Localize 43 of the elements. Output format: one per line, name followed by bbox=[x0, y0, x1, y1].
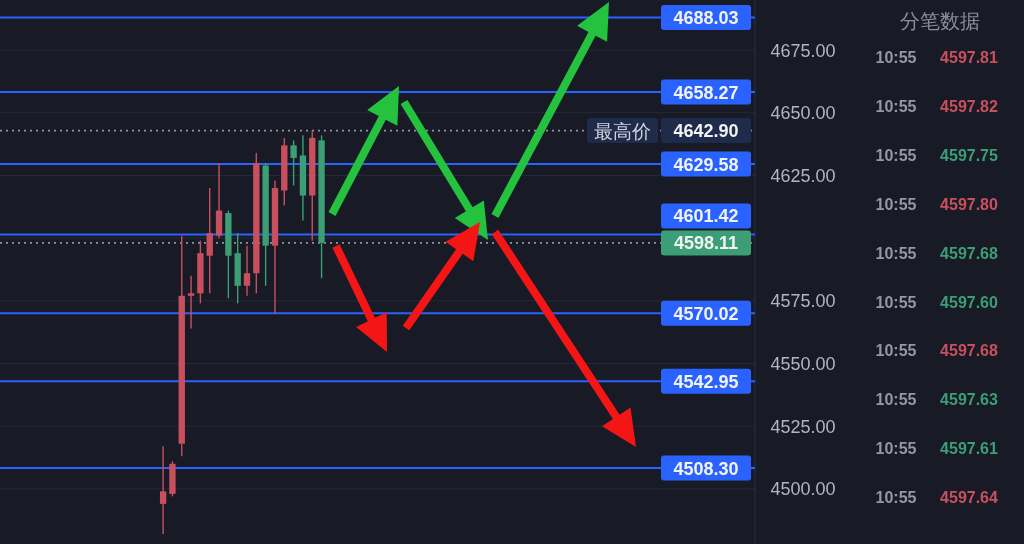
y-tick-label: 4525.00 bbox=[770, 416, 836, 437]
candlestick bbox=[243, 244, 251, 297]
ref-line-label: 4601.42 bbox=[673, 206, 739, 227]
candlestick bbox=[206, 187, 213, 295]
text: 4597.60 bbox=[940, 293, 999, 311]
text: 4597.80 bbox=[940, 195, 999, 213]
annotation: 4642.90 bbox=[673, 121, 739, 142]
annotation: 最高价 bbox=[594, 120, 651, 142]
text: 4597.61 bbox=[940, 440, 999, 458]
ref-line-label: 4629.58 bbox=[673, 154, 739, 175]
text: 10:55 bbox=[875, 342, 917, 360]
text: 4597.75 bbox=[940, 146, 999, 164]
text: 4597.82 bbox=[940, 97, 999, 115]
y-tick-label: 4500.00 bbox=[770, 479, 836, 500]
y-tick-label: 4650.00 bbox=[770, 103, 836, 124]
text: 10:55 bbox=[875, 244, 917, 262]
ref-line-label: 4658.27 bbox=[673, 82, 739, 103]
text: 4597.64 bbox=[940, 489, 999, 507]
ref-line-label: 4570.02 bbox=[673, 303, 739, 324]
text: 10:55 bbox=[875, 391, 917, 409]
y-tick-label: 4675.00 bbox=[770, 40, 836, 61]
text: 4597.68 bbox=[940, 244, 999, 262]
text: 10:55 bbox=[875, 440, 917, 458]
text: 10:55 bbox=[875, 489, 917, 507]
text: 4597.81 bbox=[940, 49, 999, 66]
text: 4597.68 bbox=[940, 342, 999, 360]
text: 10:55 bbox=[875, 293, 917, 311]
y-tick-label: 4550.00 bbox=[770, 354, 836, 374]
candlestick bbox=[187, 275, 195, 330]
text: 分笔数据 bbox=[900, 10, 980, 32]
ref-line-label: 4508.30 bbox=[673, 458, 739, 479]
candlestick bbox=[159, 445, 167, 535]
text: 4598.11 bbox=[673, 233, 739, 254]
candlestick bbox=[290, 139, 297, 187]
text: 10:55 bbox=[875, 97, 917, 115]
ref-line-label: 4542.95 bbox=[673, 371, 739, 392]
ref-line-label: 4688.03 bbox=[673, 7, 739, 28]
text: 4597.63 bbox=[940, 391, 999, 409]
y-tick-label: 4625.00 bbox=[770, 165, 836, 186]
text: 10:55 bbox=[875, 195, 917, 213]
text: 10:55 bbox=[875, 146, 917, 164]
y-tick-label: 4575.00 bbox=[770, 291, 836, 312]
text: 10:55 bbox=[875, 49, 917, 66]
